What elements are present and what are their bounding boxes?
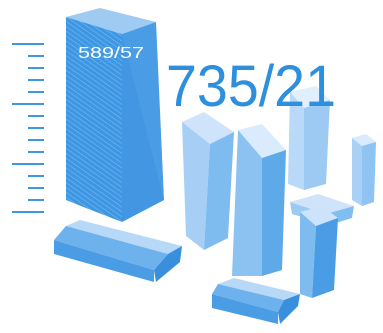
flat-block-left <box>54 220 182 282</box>
tall-block <box>66 8 164 222</box>
rear-right-block <box>288 86 330 190</box>
middle-block <box>182 112 234 250</box>
far-right-block <box>352 134 376 206</box>
front-right-block <box>300 206 338 298</box>
center-tall-block <box>232 124 286 276</box>
flat-block-bottom <box>212 278 300 324</box>
small-number-label: 589/57 <box>78 45 144 62</box>
ruler-scale <box>12 43 44 213</box>
big-number-label: 735/21 <box>166 54 336 119</box>
